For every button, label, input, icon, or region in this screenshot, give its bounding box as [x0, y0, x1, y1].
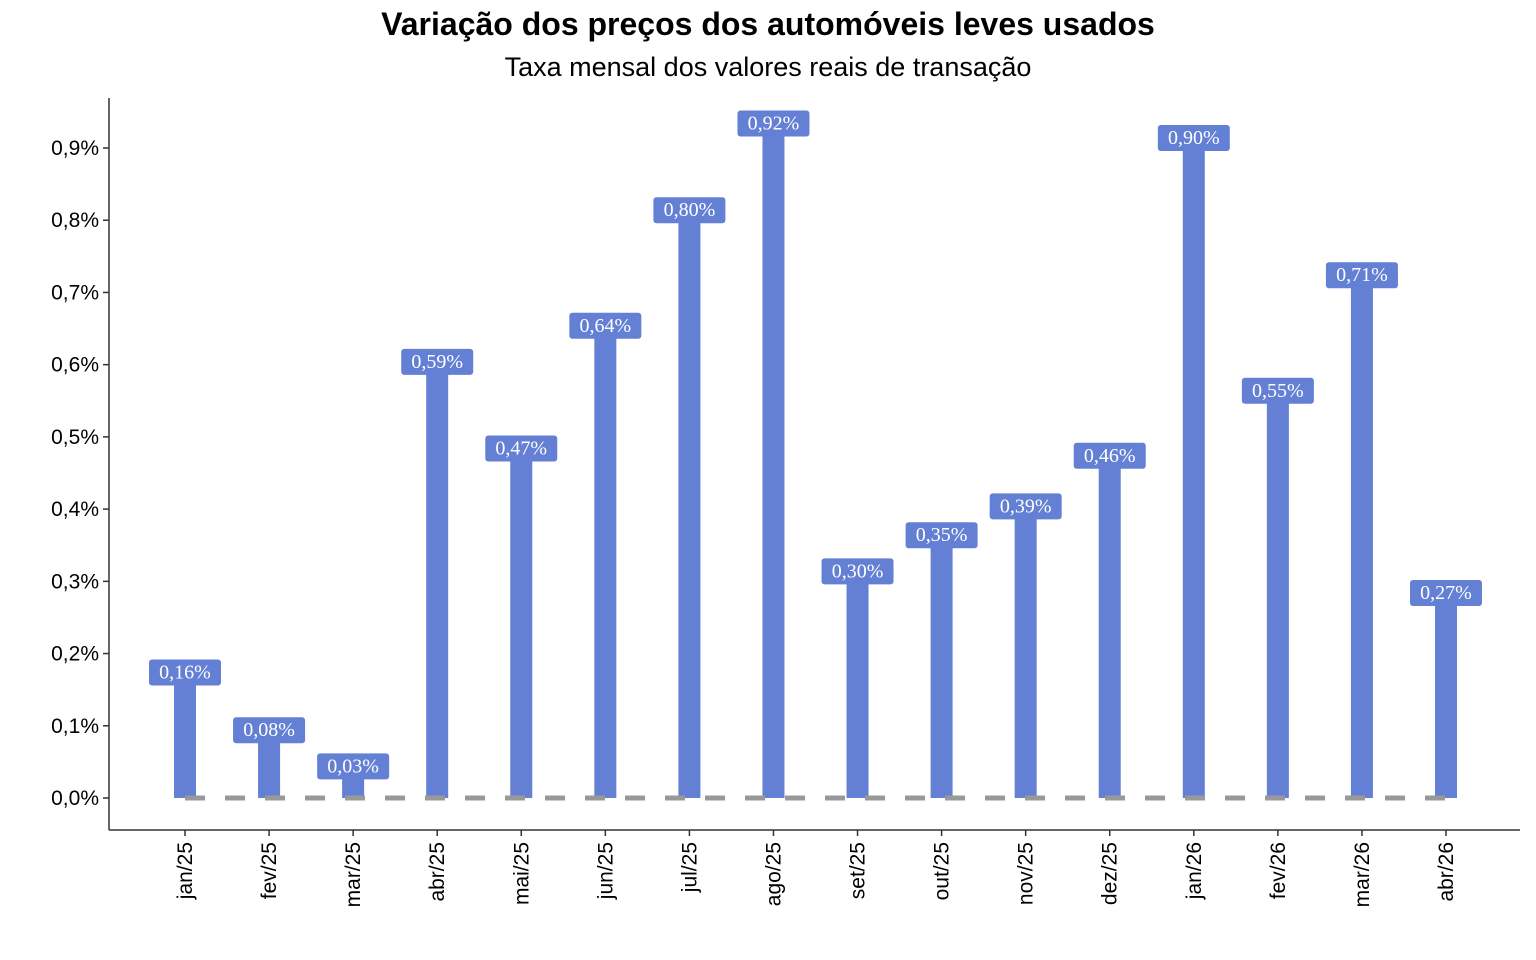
data-label: 0,64% — [579, 315, 631, 337]
x-tick-label: mar/26 — [1351, 842, 1374, 907]
bar — [426, 371, 449, 798]
x-tick-label: dez/25 — [1099, 842, 1122, 905]
bar — [342, 776, 365, 798]
data-label-box — [569, 312, 642, 339]
x-tick-label: abr/25 — [426, 842, 449, 902]
bar — [846, 581, 869, 798]
data-label-box — [317, 753, 390, 780]
bar — [258, 740, 281, 798]
x-tick-label: jan/26 — [1183, 842, 1206, 900]
x-tick-label: jul/25 — [678, 842, 701, 893]
data-label: 0,71% — [1336, 264, 1388, 286]
data-label-box — [821, 558, 894, 585]
data-label-box — [1157, 125, 1230, 151]
x-tick-label: jun/25 — [594, 842, 617, 900]
data-labels: 0,16% 0,08% 0,03% 0,59% 0,47% 0,64% 0,80% 0,92%… — [149, 110, 1482, 780]
bar — [1266, 400, 1289, 798]
data-label: 0,08% — [243, 719, 295, 741]
data-label: 0,27% — [1420, 582, 1472, 604]
data-label: 0,03% — [327, 755, 379, 777]
data-label: 0,16% — [159, 661, 211, 683]
bar — [174, 682, 196, 798]
x-tick-label: fev/26 — [1267, 842, 1290, 899]
data-label: 0,90% — [1168, 127, 1220, 149]
data-label: 0,46% — [1084, 445, 1136, 467]
y-tick-label: 0,0% — [51, 787, 99, 810]
data-label-box — [989, 493, 1062, 520]
x-tick-label: fev/25 — [258, 842, 281, 899]
bar — [678, 220, 701, 798]
y-tick-label: 0,2% — [51, 643, 99, 666]
data-label: 0,55% — [1252, 380, 1304, 402]
y-tick-label: 0,7% — [51, 281, 99, 304]
x-tick-label: set/25 — [847, 842, 870, 899]
data-label: 0,47% — [495, 438, 547, 460]
data-label-box — [401, 348, 474, 375]
bar — [930, 545, 953, 798]
x-tick-label: abr/26 — [1435, 842, 1458, 902]
bar — [1350, 285, 1373, 798]
data-label: 0,35% — [916, 524, 968, 546]
x-tick-label: mar/25 — [342, 842, 365, 907]
data-label-box — [737, 110, 810, 137]
data-label-box — [653, 197, 726, 224]
x-tick-label: jan/25 — [174, 842, 197, 900]
bars — [174, 133, 1457, 799]
y-tick-label: 0,4% — [51, 498, 99, 521]
bar — [1435, 603, 1457, 798]
data-label: 0,80% — [664, 199, 716, 221]
y-tick-label: 0,3% — [51, 570, 99, 593]
bar — [594, 335, 617, 798]
x-tick-label: ago/25 — [762, 842, 785, 906]
data-label-box — [905, 522, 978, 549]
axes: 0,0% 0,1% 0,2% 0,3% 0,4% 0,5% 0,6% 0,7% 0,8% 0,9%… — [51, 98, 1520, 907]
data-label-box — [1325, 262, 1398, 289]
bar — [1182, 148, 1205, 798]
bar — [1014, 516, 1037, 798]
data-label-box — [485, 435, 558, 462]
bar — [762, 133, 785, 799]
data-label-box — [1073, 442, 1146, 469]
chart-subtitle: Taxa mensal dos valores reais de transaç… — [504, 52, 1032, 82]
x-tick-label: out/25 — [931, 842, 954, 900]
y-tick-label: 0,9% — [51, 137, 99, 160]
data-label-box — [149, 659, 221, 686]
bar — [1098, 465, 1121, 798]
y-tick-label: 0,8% — [51, 209, 99, 232]
x-tick-label: nov/25 — [1015, 842, 1038, 905]
x-tick-label: mai/25 — [510, 842, 533, 905]
data-label: 0,39% — [1000, 495, 1052, 517]
y-tick-label: 0,5% — [51, 426, 99, 449]
y-tick-label: 0,6% — [51, 354, 99, 377]
data-label-box — [1241, 377, 1314, 404]
y-tick-label: 0,1% — [51, 715, 99, 738]
bar — [510, 458, 533, 798]
data-label-box — [233, 717, 306, 744]
data-label-box — [1410, 580, 1482, 606]
data-label: 0,59% — [411, 351, 463, 373]
chart-title: Variação dos preços dos automóveis leves… — [381, 6, 1155, 42]
data-label: 0,30% — [832, 560, 884, 582]
data-label: 0,92% — [748, 113, 800, 135]
